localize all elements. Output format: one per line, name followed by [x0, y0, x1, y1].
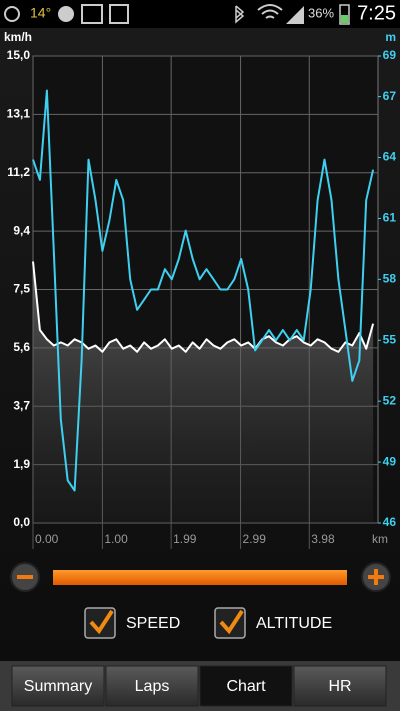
range-slider[interactable]	[53, 570, 347, 585]
y2-axis-label: m	[385, 30, 396, 44]
y-tick-label: 13,1	[7, 107, 31, 121]
tab-label[interactable]: Chart	[226, 678, 266, 695]
y-tick-label: 9,4	[13, 223, 30, 237]
tabs: Summary Laps Chart HR	[11, 665, 387, 707]
y2-tick-label: 67	[383, 89, 397, 103]
signal-icon	[286, 6, 304, 24]
y-tick-label: 15,0	[7, 48, 31, 62]
tab[interactable]	[293, 665, 387, 707]
speed-area	[33, 261, 374, 523]
plus-icon	[368, 569, 384, 585]
tab-label[interactable]: Summary	[24, 678, 92, 695]
x-tick-label: 0.00	[35, 532, 59, 546]
y2-tick-label: 46	[383, 515, 397, 529]
y2-tick-label: 61	[383, 211, 397, 225]
y-tick-label: 0,0	[13, 515, 30, 529]
minus-icon	[17, 575, 33, 579]
y-axis-label: km/h	[4, 30, 32, 44]
x-tick-label: 1.99	[173, 532, 197, 546]
battery-icon	[339, 4, 350, 25]
wifi-icon	[257, 4, 283, 19]
x-tick-label: 3.98	[311, 532, 335, 546]
y2-tick-label: 69	[383, 48, 397, 62]
tab-label[interactable]: Laps	[135, 678, 170, 695]
x-tick-label: 1.00	[104, 532, 128, 546]
notification-icon	[58, 6, 74, 22]
clock: 7:25	[357, 2, 396, 24]
y2-tick-label: 58	[383, 272, 397, 286]
y2-tick-label: 64	[383, 150, 397, 164]
check-mark	[89, 609, 114, 635]
y2-tick-label: 49	[383, 454, 397, 468]
battery-fill	[341, 15, 348, 23]
calendar-icon	[109, 4, 129, 24]
tab[interactable]	[199, 665, 293, 707]
y-tick-label: 11,2	[7, 165, 30, 179]
series-line	[32, 261, 375, 353]
temperature: 14°	[30, 5, 51, 21]
y2-tick-label: 55	[383, 332, 397, 346]
tab-label[interactable]: HR	[328, 678, 351, 695]
chart: km/h m km 0,0 1,9 3,7 5,6 7,5 9,4 11,2 13,1 15,0…	[4, 30, 396, 549]
bluetooth-icon	[235, 5, 245, 24]
speed-toggle-label[interactable]: SPEED	[126, 615, 180, 632]
x-tick-label: 2.99	[243, 532, 267, 546]
y2-tick-label: 52	[383, 393, 397, 407]
tab[interactable]	[11, 665, 105, 707]
x-axis-label: km	[372, 532, 388, 546]
image-icon	[81, 4, 103, 24]
y-tick-label: 1,9	[13, 457, 30, 471]
y-tick-label: 5,6	[13, 340, 30, 354]
gps-icon	[4, 6, 20, 22]
check-mark	[219, 609, 244, 635]
y-tick-label: 7,5	[13, 282, 30, 296]
altitude-toggle-label[interactable]: ALTITUDE	[256, 615, 332, 632]
series-line	[32, 89, 375, 492]
tab[interactable]	[105, 665, 199, 707]
y-tick-label: 3,7	[13, 398, 30, 412]
battery-level: 36%	[308, 5, 334, 20]
